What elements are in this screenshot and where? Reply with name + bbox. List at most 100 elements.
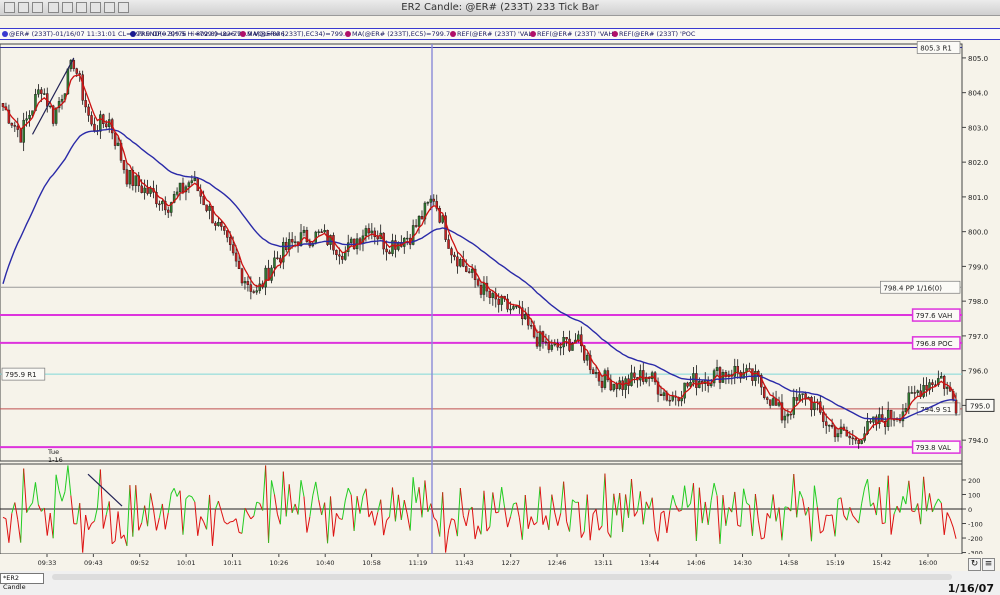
candle [293,241,297,243]
candle [689,382,692,387]
indicator-3[interactable]: MA(@ER# (233T),EC5)=799.7 [345,30,450,38]
osc-segment [521,494,526,540]
osc-segment [200,516,205,523]
candle [645,376,648,382]
candle [164,201,167,211]
ma-5-line [2,74,957,441]
candle [205,204,208,211]
osc-segment [232,518,237,522]
candle [662,392,666,396]
refresh-icon[interactable]: ↻ [968,558,981,571]
candle-icon[interactable] [76,2,87,13]
osc-segment [93,507,98,522]
osc-segment [339,518,343,520]
candle [435,201,438,209]
level-label-box [1,367,46,381]
zoom-icon[interactable] [90,2,101,13]
price-axis-area [962,44,1000,554]
cursor-icon[interactable] [118,2,129,13]
osc-segment [914,503,919,512]
tab-er2-candle[interactable]: *ER2 Candle [0,573,44,591]
candle [768,399,772,406]
osc-segment [418,487,423,518]
osc-segment [206,494,211,530]
osc-segment [253,501,258,517]
indicator-2[interactable]: MA(@ER# (233T),EC34)=799.8 [240,30,349,38]
close-window-button[interactable] [4,2,15,13]
candle [323,230,326,233]
crosshair-icon[interactable] [104,2,115,13]
osc-segment [14,502,19,520]
osc-tick-label: 200 [968,477,980,485]
candle [252,291,256,293]
candle [580,334,583,347]
minimize-window-button[interactable] [18,2,29,13]
osc-segment [217,500,222,512]
candle [37,89,40,95]
candle [633,372,636,378]
bars-icon[interactable] [62,2,73,13]
osc-segment [188,495,193,498]
osc-segment [356,496,361,514]
osc-segment [645,501,650,510]
candle [630,372,633,386]
indicator-5[interactable]: REF(@ER# (233T) 'VAH [530,30,613,38]
osc-segment [831,514,836,537]
candle [866,421,869,434]
osc-tick-label: 0 [968,506,972,514]
osc-segment [905,480,910,505]
indicator-dot-icon [2,31,8,37]
time-tick-label: 16:00 [919,559,938,567]
osc-segment [436,520,441,537]
osc-segment [324,502,329,544]
osc-segment [120,534,125,539]
candle [824,421,828,426]
trend-line [31,57,75,135]
osc-segment [486,526,491,532]
price-tick-label: 800.0 [968,229,988,237]
osc-segment [111,540,116,545]
candle [786,413,790,417]
osc-segment [43,507,48,536]
osc-segment [58,490,63,502]
horizontal-scrollbar[interactable] [52,574,952,580]
osc-segment [563,481,568,522]
osc-segment [238,531,243,534]
indicator-1[interactable]: TREND(0.3)*76 + 802.8)=826.7 [130,30,241,38]
date-label: 1/16/07 [947,582,994,595]
osc-segment [648,497,653,510]
indicator-0[interactable]: @ER# (233T)-01/16/07 11:31:01 CL=799.9 O… [2,30,285,38]
osc-segment [622,494,627,532]
candle [668,399,672,402]
candle [28,115,31,119]
candle [916,390,919,393]
osc-segment [330,496,334,537]
candle [780,402,784,421]
indicator-bar: @ER# (233T)-01/16/07 11:31:01 CL=799.9 O… [0,28,1000,40]
candle [698,380,701,388]
osc-segment [746,502,750,506]
candle [547,342,551,350]
osc-segment [663,510,668,533]
indicator-4[interactable]: REF(@ER# (233T) 'VAL [450,30,532,38]
zoom-window-button[interactable] [32,2,43,13]
candle [13,125,17,127]
osc-segment [920,476,925,525]
level-label-box [911,308,961,322]
candle [583,345,586,361]
osc-segment [813,485,818,508]
chart-icon[interactable] [48,2,59,13]
time-tick-label: 14:58 [780,559,799,567]
candle [739,371,742,379]
settings-icon[interactable]: ≡ [982,558,995,571]
osc-segment [46,513,51,536]
osc-segment [577,502,582,538]
candle [178,182,182,193]
indicator-6[interactable]: REF(@ER# (233T) 'POC [612,30,695,38]
osc-segment [303,496,308,533]
level-label: 796.8 POC [916,340,953,348]
time-tick-label: 12:46 [548,559,567,567]
osc-segment [327,496,332,544]
candle [559,346,562,349]
